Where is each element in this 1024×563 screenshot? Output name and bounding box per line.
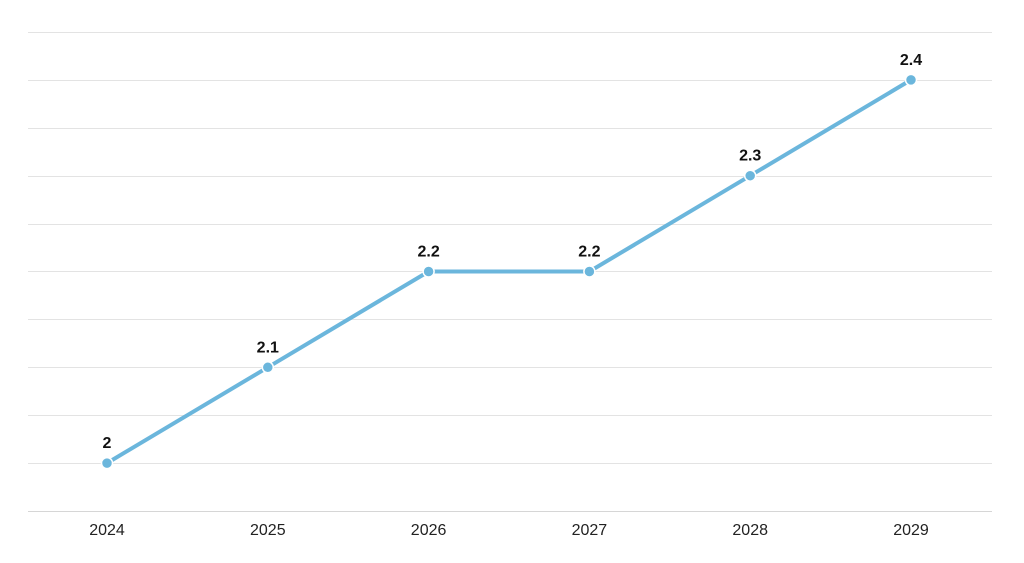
x-tick-label-2029: 2029 (893, 522, 929, 539)
series-layer (105, 77, 913, 466)
data-label-2024: 2 (103, 435, 112, 452)
data-point-2025 (261, 361, 275, 374)
x-axis-ticks: 2024 2025 2026 2027 2028 2029 (89, 522, 929, 539)
x-tick-label-2026: 2026 (411, 522, 447, 539)
data-labels: 2 2.1 2.2 2.2 2.3 2.4 (103, 52, 923, 452)
x-tick-label-2028: 2028 (732, 522, 768, 539)
x-tick-label-2025: 2025 (250, 522, 286, 539)
data-label-2025: 2.1 (257, 339, 279, 356)
points-layer (100, 73, 918, 470)
data-point-2027 (583, 265, 596, 278)
data-point-2026 (422, 265, 435, 278)
data-label-2027: 2.2 (578, 244, 600, 261)
data-point-2029 (904, 73, 918, 87)
data-point-2028 (743, 169, 757, 182)
data-point-2024 (100, 456, 114, 470)
series-line (105, 77, 913, 466)
data-label-2026: 2.2 (417, 244, 439, 261)
x-tick-label-2027: 2027 (572, 522, 608, 539)
x-tick-label-2024: 2024 (89, 522, 125, 539)
data-label-2029: 2.4 (900, 52, 922, 69)
data-label-2028: 2.3 (739, 148, 761, 165)
